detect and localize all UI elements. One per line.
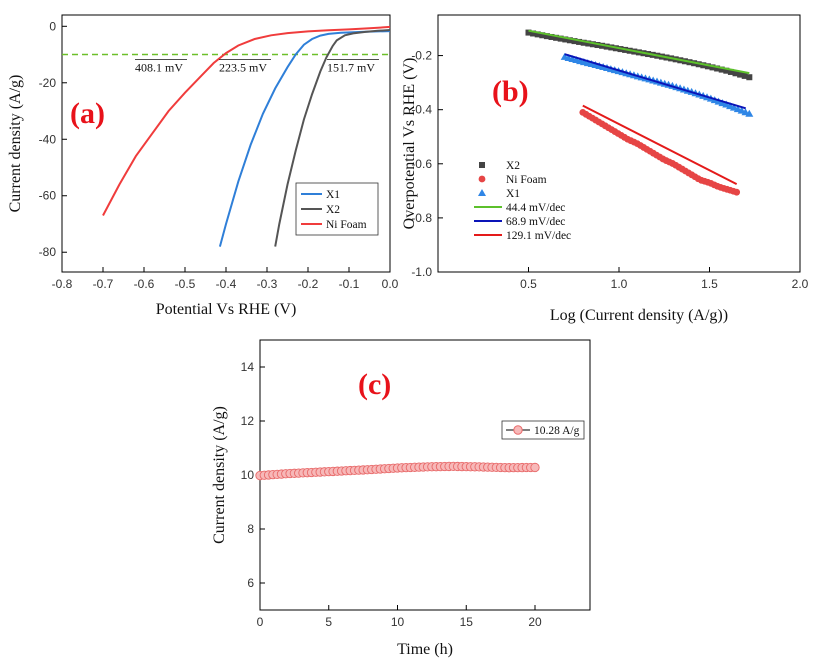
x-tick-label: -0.4 [216, 277, 237, 291]
panel-c: 0 5 10 15 20 6 8 10 12 14 (c) 10.28 A/g Time (h) Curr… [211, 339, 591, 658]
y-tick-label: -0.6 [411, 157, 432, 171]
y-axis-label: Current density (A/g) [7, 75, 24, 213]
x-tick-label: -0.6 [134, 277, 155, 291]
x-tick-label: 1.5 [701, 277, 718, 291]
legend-entry: 44.4 mV/dec [506, 202, 565, 214]
legend-box [501, 420, 585, 440]
x-tick-label: -0.2 [298, 277, 319, 291]
data-point-x2 [589, 41, 596, 48]
x-tick-label: 0 [257, 615, 264, 629]
x-tick-label: -0.5 [175, 277, 196, 291]
data-point-x2 [727, 68, 734, 75]
legend-entry: X2 [506, 160, 520, 172]
legend-swatch [478, 175, 486, 183]
data-point [530, 462, 540, 473]
plot-frame-b [437, 14, 801, 273]
data-point-x2 [746, 74, 753, 81]
y-tick-label: -0.2 [411, 49, 432, 63]
fit-line [528, 29, 750, 75]
y-tick-label: 8 [247, 522, 254, 536]
y-tick-label: -0.8 [411, 211, 432, 225]
legend-entry: X1 [506, 188, 520, 200]
y-tick-label: 14 [241, 360, 255, 374]
x-tick-label: 1.0 [611, 277, 628, 291]
x-tick-label: -0.7 [93, 277, 114, 291]
x-tick-label: -0.3 [257, 277, 278, 291]
x-axis-label: Potential Vs RHE (V) [156, 301, 297, 318]
x-tick-label: 0.0 [382, 277, 399, 291]
x-tick-label: -0.1 [339, 277, 360, 291]
data-point-x2 [553, 34, 560, 41]
data-point-x2 [548, 33, 555, 40]
data-point-x2 [543, 33, 550, 40]
overpotential-annotation: 151.7 mV [327, 60, 375, 74]
data-point-x1 [745, 109, 754, 117]
data-point-x2 [534, 31, 541, 38]
data-point-x2 [562, 36, 569, 43]
y-tick-label: 0 [49, 19, 56, 33]
data-point-x2 [714, 65, 721, 72]
data-point-x2 [718, 66, 725, 73]
y-tick-label: 6 [247, 576, 254, 590]
legend-entry: Ni Foam [326, 219, 367, 231]
legend-swatch [479, 162, 485, 168]
legend-swatch [478, 189, 486, 196]
panel-label: (a) [70, 97, 105, 130]
x-tick-label: 5 [325, 615, 332, 629]
legend-entry: Ni Foam [506, 174, 547, 186]
legend-entry: 129.1 mV/dec [506, 230, 571, 242]
y-tick-label: 12 [241, 414, 255, 428]
y-tick-label: -80 [39, 245, 57, 259]
data-point-x2 [571, 38, 578, 45]
series-line-x2 [274, 29, 391, 247]
fit-line [564, 53, 746, 110]
y-axis-label: Overpotential Vs RHE (V) [401, 58, 418, 230]
y-tick-label: -60 [39, 189, 57, 203]
data-point-x2 [723, 67, 730, 74]
data-point-x2 [594, 42, 601, 49]
legend-entry: 68.9 mV/dec [506, 216, 565, 228]
panel-a: -0.8 -0.7 -0.6 -0.5 -0.4 -0.3 -0.2 -0.1 0.0 0 -20 -… [7, 14, 399, 318]
data-point-x2 [576, 38, 583, 45]
data-point-ni-foam [733, 188, 741, 196]
data-point-x2 [709, 64, 716, 71]
data-point-x2 [566, 37, 573, 44]
data-point-x2 [580, 39, 587, 46]
x-tick-label: 2.0 [792, 277, 809, 291]
fit-line [582, 104, 738, 185]
data-point-x2 [530, 30, 537, 37]
data-point-x2 [539, 32, 546, 39]
panel-label: (b) [492, 75, 529, 108]
y-axis-label: Current density (A/g) [211, 406, 228, 544]
data-point-x2 [732, 70, 739, 77]
x-tick-label: 20 [528, 615, 542, 629]
legend-entry: X1 [326, 189, 340, 201]
legend-entry: 10.28 A/g [534, 425, 580, 437]
overpotential-annotation: 408.1 mV [135, 60, 183, 74]
panel-b: 0.5 1.0 1.5 2.0 -0.2 -0.4 -0.6 -0.8 -1.0 (b) X2 Ni … [401, 14, 809, 324]
y-tick-label: -20 [39, 76, 57, 90]
x-axis-label: Log (Current density (A/g)) [550, 307, 728, 324]
y-tick-label: -1.0 [411, 265, 432, 279]
x-tick-label: 15 [460, 615, 474, 629]
x-tick-label: 0.5 [520, 277, 537, 291]
data-point-x2 [737, 71, 744, 78]
data-point-x2 [741, 72, 748, 79]
data-point-x2 [585, 40, 592, 47]
data-point-x2 [557, 35, 564, 42]
series-line-ni-foam [102, 25, 391, 216]
y-tick-label: -0.4 [411, 103, 432, 117]
data-point-x2 [525, 29, 532, 36]
y-tick-label: 10 [241, 468, 255, 482]
x-tick-label: -0.8 [52, 277, 73, 291]
x-axis-label: Time (h) [397, 641, 453, 658]
legend-entry: X2 [326, 204, 340, 216]
legend-marker [513, 425, 523, 435]
x-tick-label: 10 [391, 615, 405, 629]
data-point-x2 [704, 63, 711, 70]
overpotential-annotation: 223.5 mV [219, 60, 267, 74]
y-tick-label: -40 [39, 132, 57, 146]
panel-label: (c) [358, 368, 391, 401]
